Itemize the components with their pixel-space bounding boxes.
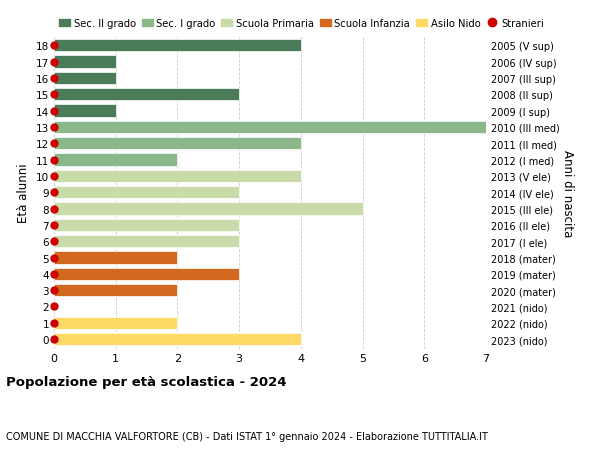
Point	[49, 319, 59, 327]
Bar	[54, 252, 178, 264]
Point	[49, 59, 59, 66]
Point	[49, 189, 59, 196]
Point	[49, 43, 59, 50]
Text: Popolazione per età scolastica - 2024: Popolazione per età scolastica - 2024	[6, 375, 287, 388]
Bar	[54, 154, 178, 166]
Bar	[54, 89, 239, 101]
Point	[49, 238, 59, 245]
Text: COMUNE DI MACCHIA VALFORTORE (CB) - Dati ISTAT 1° gennaio 2024 - Elaborazione TU: COMUNE DI MACCHIA VALFORTORE (CB) - Dati…	[6, 431, 488, 441]
Bar	[54, 268, 239, 280]
Y-axis label: Età alunni: Età alunni	[17, 163, 31, 223]
Point	[49, 287, 59, 294]
Y-axis label: Anni di nascita: Anni di nascita	[560, 149, 574, 236]
Point	[49, 108, 59, 115]
Point	[49, 157, 59, 164]
Bar	[54, 285, 178, 297]
Bar	[54, 138, 301, 150]
Point	[49, 336, 59, 343]
Bar	[54, 56, 116, 68]
Point	[49, 205, 59, 213]
Point	[49, 91, 59, 99]
Bar	[54, 333, 301, 346]
Legend: Sec. II grado, Sec. I grado, Scuola Primaria, Scuola Infanzia, Asilo Nido, Stran: Sec. II grado, Sec. I grado, Scuola Prim…	[59, 19, 544, 28]
Bar	[54, 187, 239, 199]
Bar	[54, 105, 116, 118]
Point	[49, 270, 59, 278]
Point	[49, 173, 59, 180]
Point	[49, 222, 59, 229]
Bar	[54, 317, 178, 329]
Bar	[54, 122, 486, 134]
Bar	[54, 235, 239, 248]
Bar	[54, 219, 239, 231]
Bar	[54, 73, 116, 85]
Bar	[54, 40, 301, 52]
Bar	[54, 170, 301, 183]
Point	[49, 254, 59, 262]
Bar	[54, 203, 362, 215]
Point	[49, 75, 59, 83]
Point	[49, 303, 59, 310]
Point	[49, 140, 59, 148]
Point	[49, 124, 59, 131]
